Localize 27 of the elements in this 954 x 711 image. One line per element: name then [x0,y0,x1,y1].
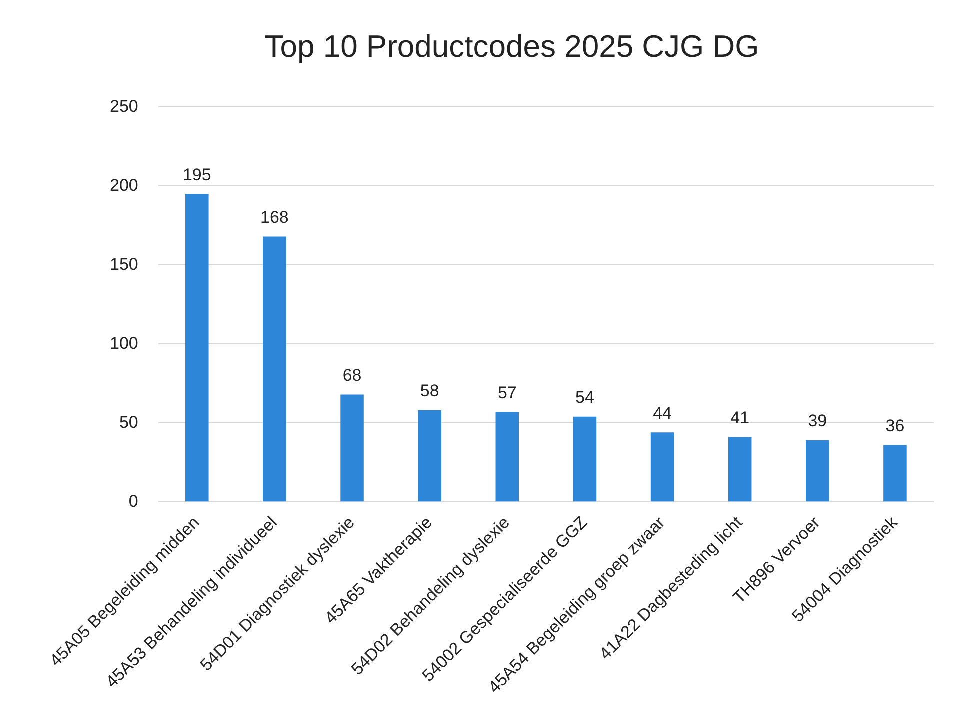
bar [806,440,830,502]
data-label: 54 [576,388,594,408]
data-label: 195 [182,165,212,184]
y-tick-label: 200 [110,176,138,195]
data-label: 68 [342,366,362,385]
bar [340,394,364,502]
bar [263,236,286,502]
y-tick-label: 50 [119,412,138,432]
data-label: 168 [260,208,289,227]
bar [418,410,442,502]
data-label: 58 [420,382,440,401]
data-label: 44 [653,404,672,423]
y-tick-label: 100 [110,334,138,353]
chart-title: Top 10 Productcodes 2025 CJG DG [264,29,760,64]
bar [884,445,907,502]
bar [650,432,674,502]
y-tick-label: 0 [128,492,138,511]
bar [728,437,752,502]
y-tick-label: 250 [110,96,138,116]
data-label: 39 [808,412,828,431]
bar [186,194,209,502]
bar [496,412,520,502]
bar [573,416,597,502]
y-tick-label: 150 [110,254,138,274]
data-label: 57 [498,383,517,402]
data-label: 36 [886,416,905,436]
data-label: 41 [730,408,750,428]
